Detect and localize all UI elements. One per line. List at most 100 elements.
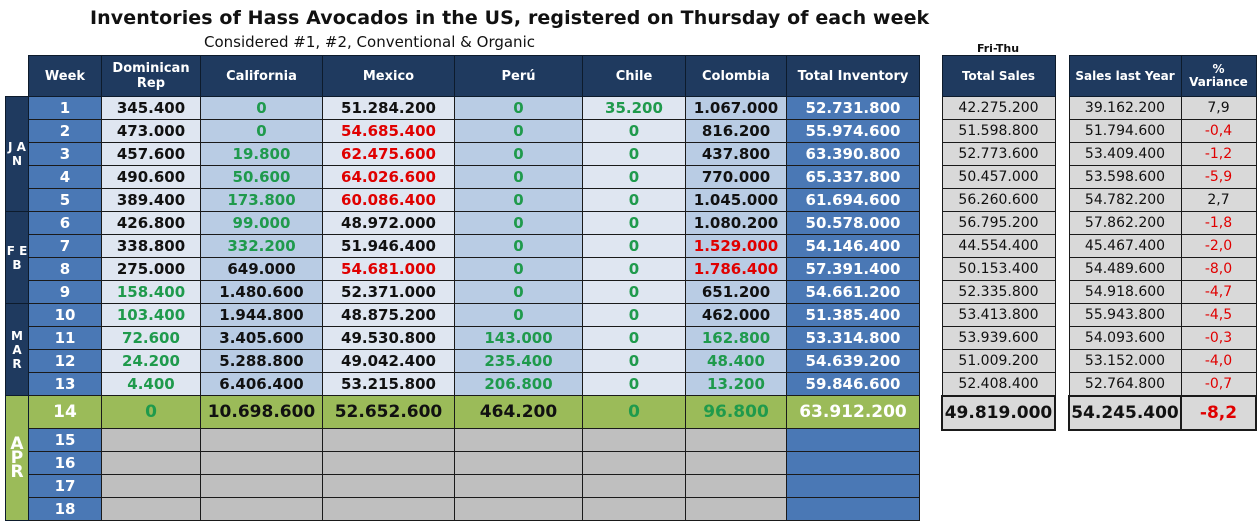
colombia-cell: 13.200 [685,372,787,396]
week-cell: 2 [28,119,102,143]
colombia-cell: 96.800 [685,395,787,429]
total-inventory-cell [786,451,920,475]
variance-cell: -4,5 [1180,303,1257,327]
table-row: 12 24.200 5.288.800 49.042.400 235.400 0 48.40… [6,349,920,373]
total-inventory-cell: 59.846.600 [786,372,920,396]
total-inventory-cell: 63.912.200 [786,395,920,429]
chile-cell: 0 [582,395,686,429]
col-header-colombia: Colombia [685,55,787,97]
total-inventory-cell: 54.661.200 [786,280,920,304]
table-row: 51.009.200 [941,349,1056,373]
variance-cell: -0,7 [1180,372,1257,397]
table-row: 52.408.400 [941,372,1056,397]
variance-cell: -2,0 [1180,234,1257,258]
variance-cell: -4,0 [1180,349,1257,373]
peru-cell: 0 [454,165,583,189]
sales-last-year-cell: 55.943.800 [1068,303,1182,327]
table-row: 50.457.000 [941,165,1056,189]
table-row: 54.245.400 -8,2 [1068,395,1257,431]
week-cell: 11 [28,326,102,350]
total-sales-table: Total Sales 42.275.200 51.598.800 52.773.6… [941,55,1056,431]
table-row: 54.093.600 -0,3 [1068,326,1257,350]
total-inventory-cell: 52.731.800 [786,96,920,120]
week-cell: 6 [28,211,102,235]
variance-cell: -1,2 [1180,142,1257,166]
week-cell: 15 [28,428,102,452]
california-cell: 5.288.800 [200,349,323,373]
table-row: 52.764.800 -0,7 [1068,372,1257,397]
empty-cell [685,428,787,452]
table-row: M A R 10 103.400 1.944.800 48.875.200 0 0 462.0… [5,303,920,396]
week-cell: 8 [28,257,102,281]
table-row: 52.335.800 [941,280,1056,304]
empty-cell [101,451,201,475]
chile-cell: 0 [582,142,686,166]
table-row: 53.939.600 [941,326,1056,350]
table-row: 53.413.800 [941,303,1056,327]
colombia-cell: 162.800 [685,326,787,350]
chile-cell: 0 [582,372,686,396]
peru-cell: 464.200 [454,395,583,429]
table-row: 51.794.600 -0,4 [1068,119,1257,143]
peru-cell: 0 [454,303,583,327]
inventory-table: Week Dominican Rep California Mexico Per… [5,55,920,521]
peru-cell: 0 [454,188,583,212]
corner-cell [5,55,29,97]
table-row: 53.152.000 -4,0 [1068,349,1257,373]
dominican-cell: 4.400 [101,372,201,396]
peru-cell: 0 [454,280,583,304]
total-sales-cell: 52.335.800 [941,280,1056,304]
table-row: 13 4.400 6.406.400 53.215.800 206.800 0 13.200… [6,372,920,396]
total-inventory-cell: 50.578.000 [786,211,920,235]
total-sales-cell: 42.275.200 [941,96,1056,120]
mexico-cell: 51.284.200 [322,96,455,120]
california-cell: 332.200 [200,234,323,258]
mexico-cell: 53.215.800 [322,372,455,396]
mexico-cell: 48.972.000 [322,211,455,235]
empty-cell [454,451,583,475]
table-row: 8 275.000 649.000 54.681.000 0 0 1.786.400 57.3… [6,257,920,281]
mexico-cell: 60.086.400 [322,188,455,212]
table-row: A P R 14 0 10.698.600 52.652.600 464.200 0 96.8… [5,395,920,521]
empty-cell [454,497,583,521]
week-cell: 12 [28,349,102,373]
col-header-total: Total Inventory [786,55,920,97]
dominican-cell: 457.600 [101,142,201,166]
empty-cell [685,451,787,475]
total-sales-cell: 52.773.600 [941,142,1056,166]
sales-last-year-cell: 39.162.200 [1068,96,1182,120]
sales-last-year-cell: 53.409.400 [1068,142,1182,166]
empty-cell [322,474,455,498]
mexico-cell: 52.371.000 [322,280,455,304]
table-row: 54.782.200 2,7 [1068,188,1257,212]
empty-cell [582,451,686,475]
colombia-cell: 437.800 [685,142,787,166]
sales-last-year-cell: 52.764.800 [1068,372,1182,397]
empty-cell [582,474,686,498]
page-title: Inventories of Hass Avocados in the US, … [90,7,930,29]
chile-cell: 0 [582,211,686,235]
dominican-cell: 72.600 [101,326,201,350]
dominican-cell: 158.400 [101,280,201,304]
sales-last-year-cell: 57.862.200 [1068,211,1182,235]
colombia-cell: 1.529.000 [685,234,787,258]
sales-last-year-cell: 54.782.200 [1068,188,1182,212]
dominican-cell: 24.200 [101,349,201,373]
variance-cell: -1,8 [1180,211,1257,235]
week-cell: 17 [28,474,102,498]
dominican-cell: 0 [101,395,201,429]
peru-cell: 0 [454,211,583,235]
table-row: 42.275.200 [941,96,1056,120]
sales-last-year-cell: 54.489.600 [1068,257,1182,281]
sales-last-year-cell: 54.093.600 [1068,326,1182,350]
sales-last-year-cell: 45.467.400 [1068,234,1182,258]
dominican-cell: 473.000 [101,119,201,143]
empty-cell [101,474,201,498]
variance-cell: -8,2 [1180,395,1257,431]
table-row: 4 490.600 50.600 64.026.600 0 0 770.000 65.337.… [6,165,920,189]
table-row: 51.598.800 [941,119,1056,143]
week-cell: 10 [28,303,102,327]
peru-cell: 206.800 [454,372,583,396]
sales-last-year-cell: 51.794.600 [1068,119,1182,143]
total-sales-cell: 50.153.400 [941,257,1056,281]
